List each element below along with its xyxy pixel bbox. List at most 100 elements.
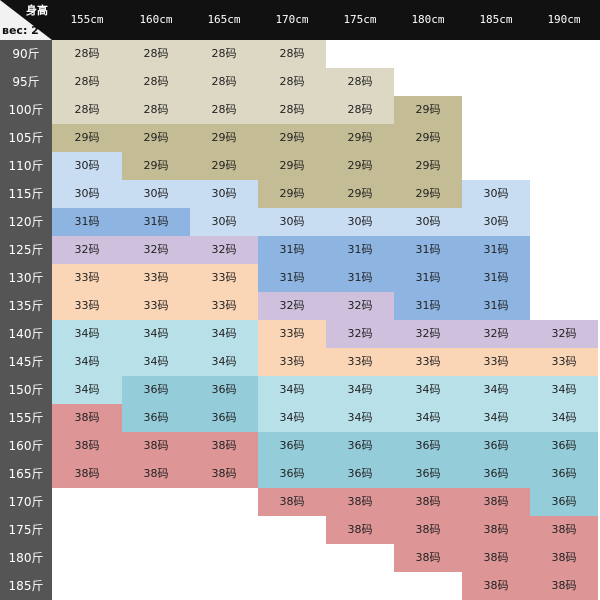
size-cell: 36码 [394, 460, 462, 488]
height-col-header: 155cm [70, 13, 104, 26]
size-cell: 30码 [52, 152, 122, 180]
size-cell: 33码 [122, 292, 190, 320]
size-cell: 34码 [462, 376, 530, 404]
size-cell: 34码 [122, 348, 190, 376]
height-col-header: 180cm [411, 13, 445, 26]
weight-row-header: 95斤 [0, 68, 52, 96]
weight-row-header: 100斤 [0, 96, 52, 124]
size-cell: 38码 [394, 516, 462, 544]
size-cell: 30码 [52, 180, 122, 208]
size-cell: 30码 [190, 208, 258, 236]
weight-row-header: 155斤 [0, 404, 52, 432]
weight-row-header: 90斤 [0, 40, 52, 68]
size-cell: 29码 [122, 152, 190, 180]
size-cell: 32码 [190, 236, 258, 264]
height-col-header: 185cm [479, 13, 513, 26]
size-cell: 31码 [394, 264, 462, 292]
size-cell: 30码 [462, 208, 530, 236]
height-col-header: 160cm [139, 13, 173, 26]
size-cell: 29码 [394, 152, 462, 180]
size-cell: 28码 [52, 68, 122, 96]
size-cell: 28码 [258, 68, 326, 96]
size-cell: 29码 [394, 96, 462, 124]
size-cell: 38码 [326, 516, 394, 544]
size-cell: 36码 [190, 404, 258, 432]
weight-row-header: 160斤 [0, 432, 52, 460]
size-cell: 32码 [326, 292, 394, 320]
size-cell: 29码 [258, 152, 326, 180]
size-cell: 32码 [326, 320, 394, 348]
size-cell: 38码 [52, 404, 122, 432]
size-cell: 28码 [326, 96, 394, 124]
size-cell: 31码 [394, 292, 462, 320]
size-cell: 31码 [462, 236, 530, 264]
height-header-row [0, 0, 600, 40]
size-cell: 28码 [52, 40, 122, 68]
size-cell: 38码 [122, 432, 190, 460]
size-cell: 30码 [462, 180, 530, 208]
size-cell: 34码 [394, 376, 462, 404]
size-cell: 29码 [326, 180, 394, 208]
size-cell: 31码 [462, 264, 530, 292]
size-cell: 31码 [258, 236, 326, 264]
size-cell: 29码 [258, 180, 326, 208]
size-cell: 34码 [462, 404, 530, 432]
size-cell: 34码 [326, 404, 394, 432]
size-cell: 38码 [394, 544, 462, 572]
weight-row-header: 140斤 [0, 320, 52, 348]
size-cell: 33码 [462, 348, 530, 376]
size-cell: 38码 [326, 488, 394, 516]
size-cell: 36码 [190, 376, 258, 404]
size-cell: 34码 [122, 320, 190, 348]
corner-header: 身高 вес: 2 [0, 0, 52, 40]
size-cell: 36码 [326, 432, 394, 460]
size-cell: 31码 [258, 264, 326, 292]
size-cell: 36码 [258, 460, 326, 488]
size-cell: 29码 [122, 124, 190, 152]
size-cell: 36码 [530, 432, 598, 460]
size-cell: 38码 [52, 432, 122, 460]
size-cell: 33码 [52, 264, 122, 292]
weight-row-header: 180斤 [0, 544, 52, 572]
size-cell: 34码 [326, 376, 394, 404]
size-cell: 32码 [122, 236, 190, 264]
weight-row-header: 125斤 [0, 236, 52, 264]
size-cell: 29码 [52, 124, 122, 152]
size-cell: 31码 [52, 208, 122, 236]
size-cell: 34码 [52, 376, 122, 404]
size-cell: 33码 [258, 348, 326, 376]
corner-diagonal [0, 0, 52, 40]
size-cell: 31码 [326, 236, 394, 264]
size-cell: 38码 [190, 432, 258, 460]
weight-row-header: 145斤 [0, 348, 52, 376]
size-cell: 33码 [258, 320, 326, 348]
size-cell: 36码 [326, 460, 394, 488]
size-cell: 38码 [122, 460, 190, 488]
size-cell: 36码 [462, 460, 530, 488]
size-cell: 33码 [190, 292, 258, 320]
weight-row-header: 150斤 [0, 376, 52, 404]
weight-row-header: 120斤 [0, 208, 52, 236]
size-cell: 33码 [394, 348, 462, 376]
size-cell: 38码 [530, 544, 598, 572]
size-cell: 31码 [394, 236, 462, 264]
size-cell: 36码 [394, 432, 462, 460]
size-cell: 31码 [462, 292, 530, 320]
size-cell: 29码 [190, 124, 258, 152]
size-cell: 34码 [258, 404, 326, 432]
size-cell: 31码 [122, 208, 190, 236]
weight-row-header: 165斤 [0, 460, 52, 488]
height-axis-label: 身高 [26, 4, 48, 17]
height-col-header: 190cm [547, 13, 581, 26]
size-cell: 34码 [190, 320, 258, 348]
size-cell: 36码 [530, 488, 598, 516]
size-cell: 28码 [122, 68, 190, 96]
size-cell: 33码 [530, 348, 598, 376]
size-cell: 28码 [52, 96, 122, 124]
size-cell: 31码 [326, 264, 394, 292]
size-cell: 30码 [326, 208, 394, 236]
size-cell: 34码 [258, 376, 326, 404]
size-cell: 38码 [530, 516, 598, 544]
size-cell: 33码 [122, 264, 190, 292]
weight-row-header: 110斤 [0, 152, 52, 180]
